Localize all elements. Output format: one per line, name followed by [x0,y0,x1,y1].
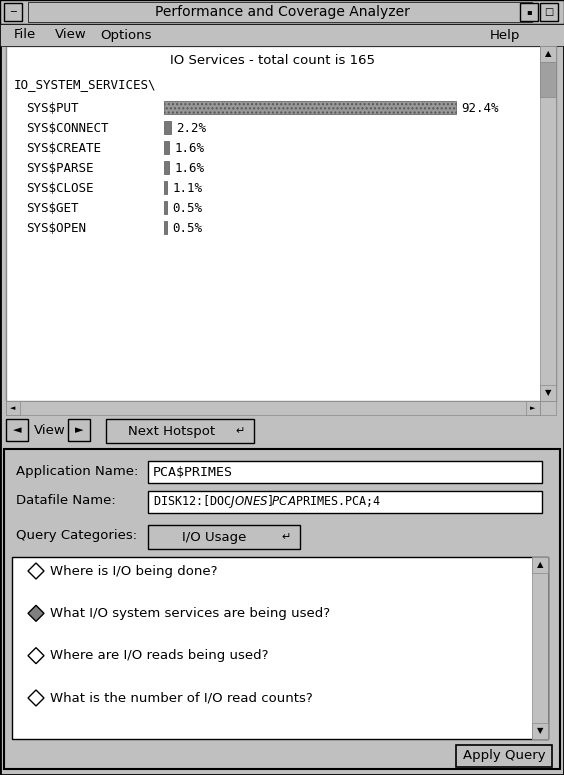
Bar [540,385,556,401]
Text: ▪: ▪ [526,8,532,16]
Text: Datafile Name:: Datafile Name: [16,494,116,508]
Text: ▲: ▲ [537,560,543,570]
Bar [532,557,548,573]
Text: What I/O system services are being used?: What I/O system services are being used? [50,607,330,620]
Text: 2.2%: 2.2% [176,122,206,135]
Text: 1.6%: 1.6% [174,161,204,174]
Text: □: □ [544,7,554,17]
Polygon shape [28,605,44,622]
Text: SYS$PARSE: SYS$PARSE [26,161,94,174]
Text: View: View [55,29,87,42]
Text: ◄: ◄ [10,405,16,411]
Text: ◄: ◄ [13,425,21,435]
Bar [526,401,540,415]
Text: IO Services - total count is 165: IO Services - total count is 165 [170,53,374,67]
Bar [540,46,556,62]
Text: ─: ─ [10,7,16,17]
Text: What is the number of I/O read counts?: What is the number of I/O read counts? [50,691,313,704]
Text: SYS$OPEN: SYS$OPEN [26,222,86,235]
Text: ↵: ↵ [235,426,245,436]
Text: SYS$CONNECT: SYS$CONNECT [26,122,108,135]
Text: SYS$CLOSE: SYS$CLOSE [26,181,94,195]
Text: Performance and Coverage Analyzer: Performance and Coverage Analyzer [155,5,409,19]
Bar [6,401,20,415]
Bar [164,221,167,234]
Bar [106,419,254,443]
Text: 0.5%: 0.5% [172,222,202,235]
Bar [12,557,548,739]
Bar [164,161,169,174]
Bar [532,723,548,739]
Text: 92.4%: 92.4% [461,102,499,115]
Bar [540,3,558,21]
Bar [540,46,556,401]
Text: ►: ► [530,405,536,411]
Polygon shape [28,690,44,706]
Bar [6,401,540,415]
Bar [4,3,22,21]
Text: Next Hotspot: Next Hotspot [129,425,215,438]
Bar [532,557,548,739]
Text: Query Categories:: Query Categories: [16,529,137,542]
Text: Help: Help [490,29,521,42]
Bar [164,181,168,194]
Text: PCA$PRIMES: PCA$PRIMES [153,466,233,478]
Text: View: View [34,423,66,436]
Text: DISK12:[DOC$JONES]PCA$PRIMES.PCA;4: DISK12:[DOC$JONES]PCA$PRIMES.PCA;4 [153,494,381,511]
Bar [68,419,90,441]
Bar [28,2,532,22]
Text: SYS$GET: SYS$GET [26,202,78,215]
Text: Application Name:: Application Name: [16,464,138,477]
Text: Apply Query: Apply Query [462,749,545,763]
Polygon shape [28,563,44,579]
Bar [164,101,456,114]
Text: Where are I/O reads being used?: Where are I/O reads being used? [50,649,268,662]
Text: 1.1%: 1.1% [173,181,202,195]
Bar [0,24,564,46]
Text: SYS$PUT: SYS$PUT [26,102,78,115]
Text: 1.6%: 1.6% [174,142,204,154]
Bar [6,46,556,401]
Text: File: File [14,29,36,42]
Bar [148,461,542,483]
Bar [164,201,167,214]
Text: Options: Options [100,29,152,42]
Text: ▼: ▼ [537,726,543,735]
Bar [164,121,171,134]
Bar [164,141,169,154]
Text: ▼: ▼ [545,388,551,398]
Text: IO_SYSTEM_SERVICES\: IO_SYSTEM_SERVICES\ [14,78,156,91]
Text: ▲: ▲ [545,50,551,58]
Text: 0.5%: 0.5% [172,202,202,215]
Text: ►: ► [75,425,83,435]
Text: I/O Usage: I/O Usage [182,531,246,543]
Bar [540,401,556,415]
Bar [148,525,300,549]
Polygon shape [28,648,44,663]
Bar [520,3,538,21]
Bar [456,745,552,767]
Bar [540,62,556,97]
Bar [0,0,564,24]
Text: Where is I/O being done?: Where is I/O being done? [50,564,218,577]
Bar [4,449,560,769]
Text: ↵: ↵ [281,532,290,542]
Bar [148,491,542,513]
Text: SYS$CREATE: SYS$CREATE [26,142,101,154]
Bar [6,419,28,441]
